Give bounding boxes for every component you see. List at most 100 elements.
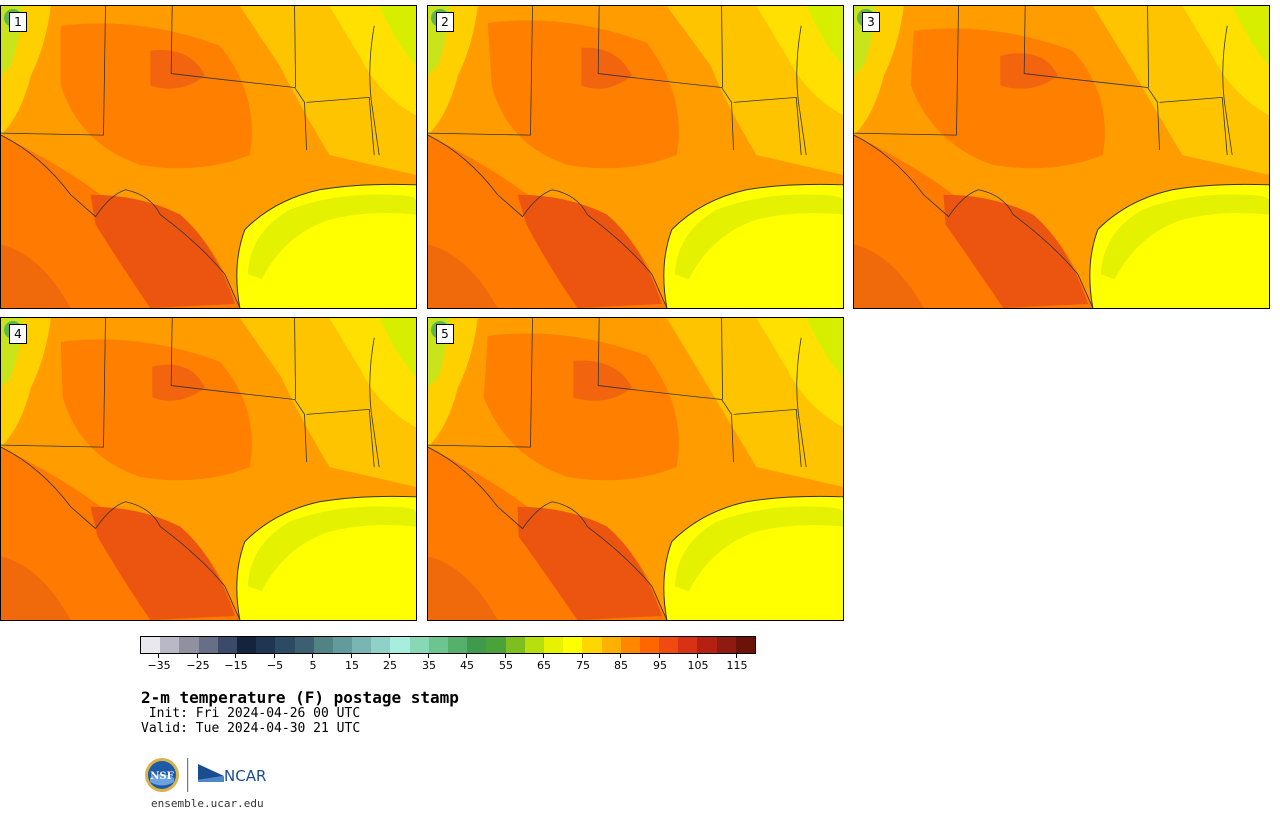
colorbar-swatch [697,637,717,653]
very-hot-region [943,194,1088,308]
colorbar-swatch [294,637,314,653]
hot-terrain [428,556,498,620]
hot-terrain [854,244,924,308]
valid-time: Valid: Tue 2024-04-30 21 UTC [141,721,361,736]
hot-spot [150,49,206,89]
colorbar-tick-label: −35 [147,659,171,672]
colorbar-tick-label: 65 [537,659,551,672]
colorbar-swatch [620,637,640,653]
colorbar-tick [659,654,660,658]
member-label: 5 [436,324,454,344]
nearshore-water [247,506,416,592]
colorbar-tick [158,654,159,658]
colorbar-swatch [601,637,621,653]
hot-terrain [1,556,71,620]
colorbar-swatch [563,637,583,653]
coolest-region [806,6,843,66]
colorbar-tick-label: 95 [653,659,667,672]
chart-title: 2-m temperature (F) postage stamp [141,688,459,707]
init-time: Init: Fri 2024-04-26 00 UTC [141,706,361,721]
colorbar-swatch [716,637,736,653]
hot-region [60,23,252,169]
footer-url: ensemble.ucar.edu [151,797,264,810]
nsf-ncar-logo: NSF NCAR [145,758,266,792]
coolest-region [1232,6,1269,66]
boundary-lines [428,6,843,308]
nearshore-water [1100,194,1269,280]
stamp-panel-1: 1 [0,5,417,309]
colorbar-swatch [371,637,391,653]
colorbar-swatch [236,637,257,653]
colorbar-tick-label: 75 [576,659,590,672]
colorbar-tick-label: 5 [309,659,317,672]
colorbar-tick [389,654,390,658]
stamp-panel-5: 5 [427,317,844,621]
stamp-panel-3: 3 [853,5,1270,309]
colorbar-swatch [678,637,698,653]
colorbar-swatch [582,637,602,653]
colorbar-tick-label: 25 [383,659,397,672]
coolest-region [379,318,416,378]
colorbar-swatch [217,637,237,653]
colorbar-tick [274,654,275,658]
colorbar-tick [197,654,198,658]
colorbar-swatch [428,637,448,653]
member-label: 3 [862,12,880,32]
member-label: 2 [436,12,454,32]
colorbar-tick [582,654,583,658]
colorbar-tick [351,654,352,658]
temperature-map [1,6,416,308]
stamp-panel-2: 2 [427,5,844,309]
boundary-lines [1,6,416,308]
hot-spot [1000,53,1059,89]
colorbar-swatch [160,637,180,653]
ncar-logo-icon: NCAR [198,764,266,785]
colorbar-tick-label: 45 [460,659,474,672]
colorbar-tick-label: 55 [499,659,513,672]
very-hot-region [517,506,662,620]
temperature-map [428,6,843,308]
nearshore-water [674,506,843,592]
boundary-lines [1,318,416,620]
hot-terrain [428,244,498,308]
colorbar-tick [235,654,236,658]
hot-spot [152,364,206,401]
nearshore-water [247,194,416,280]
hot-region [487,20,679,169]
member-label: 4 [9,324,27,344]
hot-region [483,333,679,481]
colorbar-tick-label: −15 [224,659,248,672]
temperature-map [1,318,416,620]
stamp-panel-4: 4 [0,317,417,621]
very-hot-region [90,194,235,308]
colorbar-tick [466,654,467,658]
colorbar-tick [505,654,506,658]
hot-region [60,339,252,481]
colorbar-tick [736,654,737,658]
hot-terrain [1,244,71,308]
colorbar-swatch [256,637,276,653]
colorbar-swatch [448,637,468,653]
colorbar-swatch [179,637,199,653]
boundary-lines [428,318,843,620]
colorbar-swatch [198,637,218,653]
colorbar-tick-label: 105 [687,659,709,672]
colorbar-swatch [390,637,410,653]
colorbar-swatch [505,637,525,653]
coolest-region [806,318,843,378]
boundary-lines [854,6,1269,308]
nearshore-water [674,194,843,280]
colorbar-swatch [467,637,487,653]
svg-text:NCAR: NCAR [224,767,266,785]
colorbar-tick-label: −25 [186,659,210,672]
temperature-colorbar [140,636,756,654]
colorbar-swatch [313,637,333,653]
colorbar-swatch [352,637,372,653]
colorbar-swatch [332,637,353,653]
very-hot-region [90,506,235,620]
temperature-map [854,6,1269,308]
colorbar-swatch [639,637,660,653]
very-hot-region [517,194,662,308]
colorbar-tick-label: 85 [614,659,628,672]
colorbar-swatch [524,637,544,653]
